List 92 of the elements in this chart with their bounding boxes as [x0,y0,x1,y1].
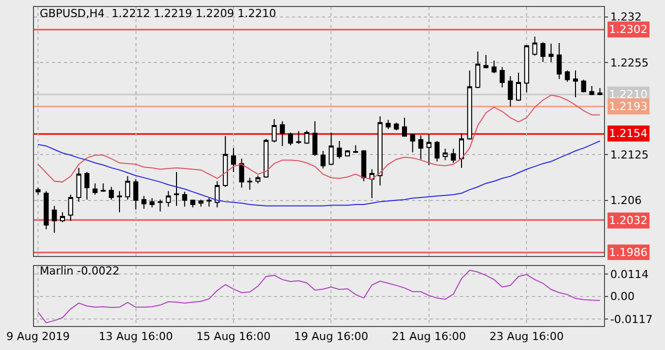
candlestick [369,168,374,199]
candlestick [597,88,602,96]
candlestick [556,42,562,80]
candlestick [589,86,594,96]
y-tick-label: 1.206 [610,194,642,208]
candlestick [60,212,65,223]
candlestick [450,148,456,164]
candlestick [214,180,220,208]
candlestick [52,205,57,234]
candlestick [532,36,538,56]
candlestick [564,70,570,82]
ref-line-label: 1.2154 [609,127,648,140]
x-tick-label: 13 Aug 16:00 [98,330,173,344]
x-tick-label: 23 Aug 16:00 [490,330,564,344]
candlestick [100,182,106,192]
line-series [38,94,600,182]
line-series [38,140,600,206]
ref-line-label: 1.2193 [609,100,648,113]
candlestick [483,54,488,69]
y-tick-label: 1.232 [610,10,642,24]
candlestick [182,191,188,208]
y-tick-label: -0.0117 [610,312,653,326]
candlestick [264,138,269,178]
candlestick [475,50,480,89]
candlestick [345,150,350,158]
candlestick [255,175,260,184]
candlestick [222,136,228,188]
candlestick [239,158,244,188]
candlestick [386,119,391,130]
candlestick [133,178,138,210]
candlestick [467,70,472,140]
candlestick [312,120,318,156]
x-tick-label: 19 Aug 16:00 [294,330,368,344]
candlestick [394,122,399,131]
candlestick [174,172,179,206]
x-tick-label: 21 Aug 16:00 [392,330,466,344]
candlestick [540,42,546,63]
candlestick [92,182,98,196]
candlestick [418,134,424,160]
ref-line-label: 1.1986 [609,246,648,259]
y-tick-label: 0.00 [610,290,635,304]
ref-line-label: 1.2032 [609,214,648,227]
candlestick [508,76,513,107]
candlestick [500,66,505,88]
x-tick-label: 15 Aug 16:00 [196,330,271,344]
candlestick [44,190,49,230]
y-tick-label: 0.0114 [610,268,649,282]
candlestick [76,167,82,202]
candlestick [361,150,366,182]
candlestick [402,117,407,138]
candlestick [434,140,440,162]
candlestick [84,172,90,200]
candlestick [336,140,342,160]
chart-title: GBPUSD,H4 1.2212 1.2219 1.2209 1.2210 [40,7,276,20]
candlestick [117,190,122,213]
y-tick-label: 1.2255 [610,56,649,70]
candlestick [190,199,196,208]
candlestick [524,44,530,93]
candlestick [166,190,171,208]
candlestick [573,70,578,98]
candlestick [247,177,252,190]
y-tick-label: 1.2125 [610,148,649,162]
candlestick [206,198,212,208]
candlestick [516,72,521,102]
chart-title: Marlin -0.0022 [40,264,120,278]
candlestick [68,194,74,222]
candlestick [378,116,383,186]
candlestick [459,132,464,168]
candlestick [272,118,277,143]
candlestick [296,130,302,144]
candlestick [442,148,448,161]
candlestick [410,133,416,153]
candlestick [304,130,310,144]
candlestick [581,79,586,93]
candlestick [158,199,163,212]
candlestick [548,43,554,63]
candlestick [320,150,326,170]
ref-line-label: 1.2302 [609,23,648,36]
candlestick [288,132,293,146]
candlestick [198,199,204,208]
candlestick [125,176,130,200]
candlestick [231,148,236,173]
candlestick [280,120,285,146]
candlestick [108,186,114,200]
candlestick [141,196,146,210]
candlestick [353,144,358,154]
candlestick [150,198,155,208]
candlestick [36,187,41,196]
candlestick [492,60,497,74]
x-tick-label: 9 Aug 2019 [6,330,70,344]
candlestick [426,133,432,166]
candlestick [328,132,334,166]
